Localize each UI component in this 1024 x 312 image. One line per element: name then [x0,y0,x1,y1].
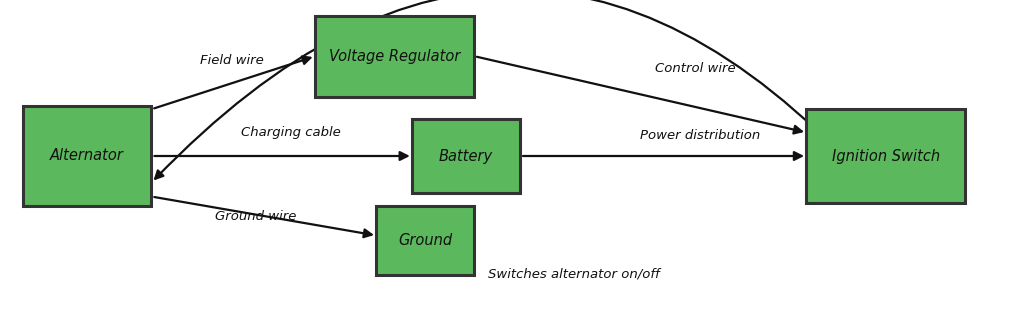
Text: Ignition Switch: Ignition Switch [831,149,940,163]
FancyBboxPatch shape [807,109,965,203]
Text: Battery: Battery [439,149,493,163]
Text: Switches alternator on/off: Switches alternator on/off [487,268,659,281]
Text: Alternator: Alternator [50,149,124,163]
FancyBboxPatch shape [377,206,473,275]
Text: Field wire: Field wire [200,54,263,67]
Text: Ground wire: Ground wire [215,210,296,223]
FancyBboxPatch shape [24,106,152,206]
Text: Voltage Regulator: Voltage Regulator [329,49,460,64]
Text: Control wire: Control wire [655,62,736,75]
FancyBboxPatch shape [315,16,473,97]
Text: Ground: Ground [398,233,452,248]
FancyBboxPatch shape [412,119,520,193]
Text: Power distribution: Power distribution [640,129,760,142]
Text: Charging cable: Charging cable [241,126,340,139]
